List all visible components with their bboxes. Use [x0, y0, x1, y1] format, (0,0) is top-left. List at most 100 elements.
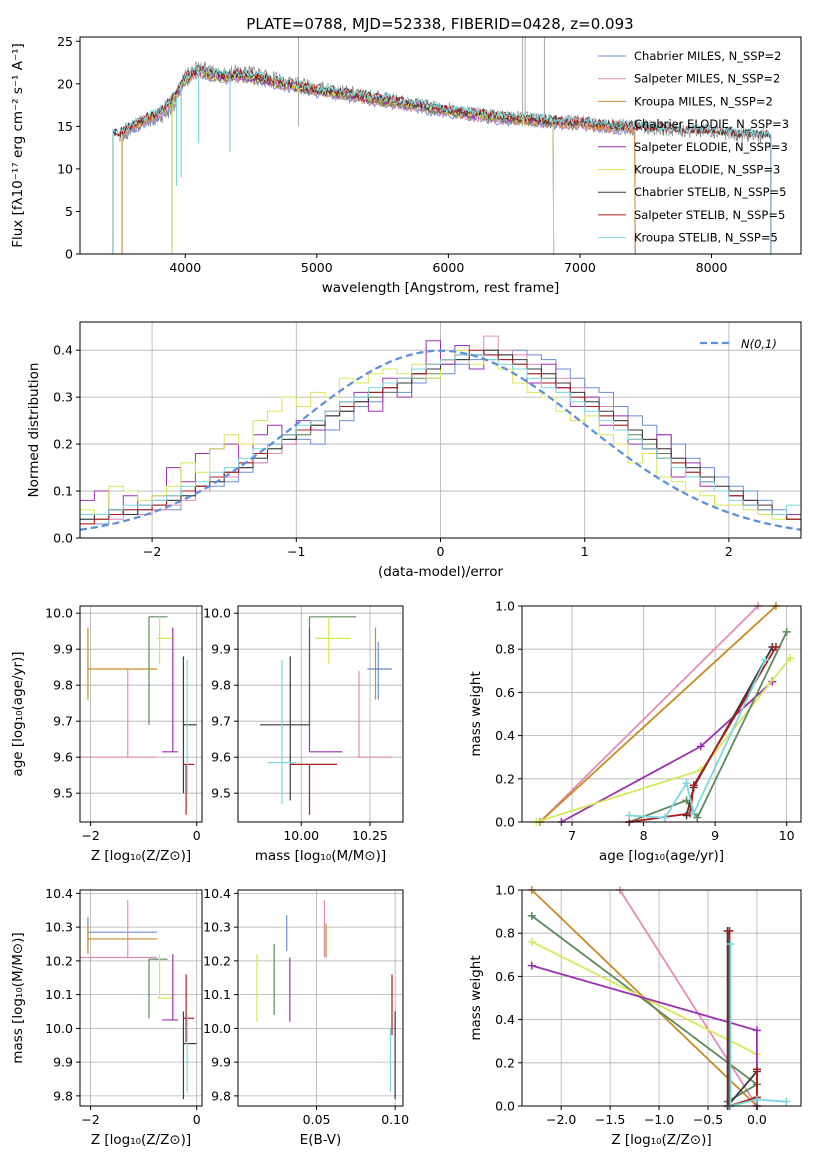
x-tick-label: −0.5 — [693, 1112, 723, 1127]
weight-line — [726, 931, 758, 1109]
y-tick-label: 10.4 — [45, 886, 73, 901]
y-axis-label: mass weight — [468, 671, 484, 756]
legend-label: Kroupa STELIB, N_SSP=5 — [634, 231, 778, 245]
y-tick-label: 1.0 — [495, 883, 515, 898]
y-tick-label: 10.3 — [203, 920, 231, 935]
errorbar-point — [308, 616, 357, 725]
errorbar-point — [183, 974, 195, 1042]
weight-marker — [786, 653, 795, 662]
errorbar-point — [260, 656, 310, 801]
x-tick-label: −2 — [81, 828, 99, 843]
x-tick-label: 10.25 — [352, 828, 388, 843]
errorbar-point — [367, 642, 392, 700]
y-axis-label: Flux [fλ10⁻¹⁷ erg cm⁻² s⁻¹ A⁻¹] — [10, 43, 26, 248]
weight-marker — [761, 656, 770, 664]
y-axis-label: mass [log₁₀(M/M⊙)] — [10, 932, 26, 1063]
weight-line — [629, 659, 767, 819]
y-tick-label: 9.8 — [211, 1088, 231, 1103]
y-tick-label: 9.8 — [53, 1088, 73, 1103]
y-tick-label: 0.2 — [53, 437, 73, 452]
grid-group — [522, 605, 801, 823]
errorbar-point — [186, 1014, 189, 1093]
x-tick-label: 7 — [568, 828, 576, 843]
y-axis-label: Normed distribution — [26, 363, 42, 498]
x-axis-label: Z [log₁₀(Z/Z⊙)] — [91, 848, 191, 864]
y-tick-label: 0.6 — [495, 969, 515, 984]
y-tick-label: 0.1 — [53, 484, 73, 499]
weight-marker — [689, 809, 698, 818]
plot-frame — [79, 605, 203, 823]
gaussian-curve — [80, 349, 801, 531]
legend-label: Salpeter STELIB, N_SSP=5 — [634, 208, 785, 222]
y-tick-label: 9.8 — [211, 678, 231, 693]
weight-marker — [527, 937, 536, 946]
weight-line — [531, 940, 758, 1106]
weight-line — [531, 964, 758, 1106]
y-tick-label: 10.4 — [203, 886, 231, 901]
plot-frame — [237, 605, 404, 823]
plot-frame — [79, 889, 203, 1107]
x-axis-label: Z [log₁₀(Z/Z⊙)] — [91, 1132, 191, 1148]
y-tick-label: 9.6 — [211, 750, 231, 765]
x-tick-label: 5000 — [301, 260, 333, 275]
weight-series — [527, 961, 761, 1110]
errorbar-point — [80, 669, 157, 758]
histogram-step-line — [80, 354, 801, 515]
weight-marker — [725, 927, 734, 936]
legend-label: Salpeter MILES, N_SSP=2 — [634, 72, 780, 86]
y-tick-label: 9.9 — [211, 642, 231, 657]
model-spectrum-line — [112, 64, 772, 254]
y-tick-label: 10.0 — [45, 606, 73, 621]
errorbar-point — [372, 627, 387, 700]
weight-series — [527, 937, 761, 1110]
errorbar-point — [87, 923, 157, 955]
y-tick-label: 9.8 — [53, 678, 73, 693]
errorbar-point — [162, 627, 179, 753]
y-tick-label: 0.3 — [53, 390, 73, 405]
y-tick-label: 10.1 — [203, 987, 231, 1002]
model-spectrum-line — [171, 67, 555, 254]
grid-group — [80, 606, 202, 822]
y-tick-label: 10.0 — [203, 1021, 231, 1036]
weight-marker — [693, 813, 702, 822]
x-tick-label: −2.0 — [546, 1112, 576, 1127]
weight-marker — [527, 911, 536, 920]
errorbar-point — [80, 900, 157, 959]
weight-marker — [661, 813, 670, 822]
weight_vs_Z-panel: −2.0 −1.5 −1.0 −0.5 0.0 0.0 0.2 0.4 0.6 0.8 1.0 Z [… — [468, 883, 802, 1148]
weight-marker — [752, 1065, 761, 1074]
x-tick-label: 7000 — [564, 260, 596, 275]
x-tick-label: 1 — [581, 544, 589, 559]
y-tick-label: 10.2 — [203, 953, 231, 968]
weight-series — [535, 602, 780, 826]
plot-frame — [521, 889, 802, 1107]
y-tick-label: 0.2 — [495, 1055, 515, 1070]
x-tick-label: 8 — [640, 828, 648, 843]
errorbar-point — [148, 958, 168, 1019]
y-tick-label: 5 — [65, 204, 73, 219]
plot-frame — [521, 605, 802, 823]
y-tick-label: 9.9 — [53, 1055, 73, 1070]
age_vs_mass-panel: 10.00 10.25 9.5 9.6 9.7 9.8 9.9 10.0 mass [log₁₀… — [203, 605, 404, 864]
errorbar-point — [186, 660, 189, 794]
errorbar-point — [182, 656, 197, 794]
y-tick-label: 9.9 — [53, 642, 73, 657]
spectrum-lines — [112, 37, 772, 254]
y-tick-label: 0.6 — [495, 685, 515, 700]
residual-histograms — [80, 335, 801, 531]
weight-line — [729, 944, 787, 1108]
errorbar-point — [290, 763, 337, 815]
plot-layer: Chabrier MILES, N_SSP=2 Salpeter MILES, N… — [10, 34, 802, 1148]
x-tick-label: 9 — [711, 828, 719, 843]
figure-title: PLATE=0788, MJD=52338, FIBERID=0428, z=0… — [246, 15, 633, 33]
x-tick-label: 8000 — [696, 260, 728, 275]
legend-label: Chabrier ELODIE, N_SSP=3 — [634, 117, 789, 131]
y-tick-label: 9.6 — [53, 750, 73, 765]
weight-marker — [682, 779, 691, 788]
y-tick-label: 10.0 — [45, 1021, 73, 1036]
x-tick-label: 10 — [779, 828, 795, 843]
y-tick-label: 9.5 — [53, 786, 73, 801]
weight-marker — [752, 1026, 761, 1035]
legend-label: Kroupa MILES, N_SSP=2 — [634, 94, 773, 108]
